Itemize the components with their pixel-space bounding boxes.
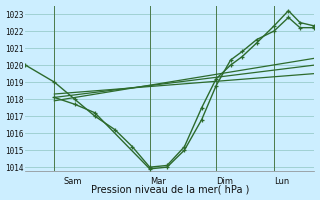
Text: Lun: Lun (274, 177, 289, 186)
Text: Sam: Sam (63, 177, 82, 186)
Text: Mar: Mar (150, 177, 165, 186)
X-axis label: Pression niveau de la mer( hPa ): Pression niveau de la mer( hPa ) (91, 184, 249, 194)
Text: Dim: Dim (216, 177, 233, 186)
